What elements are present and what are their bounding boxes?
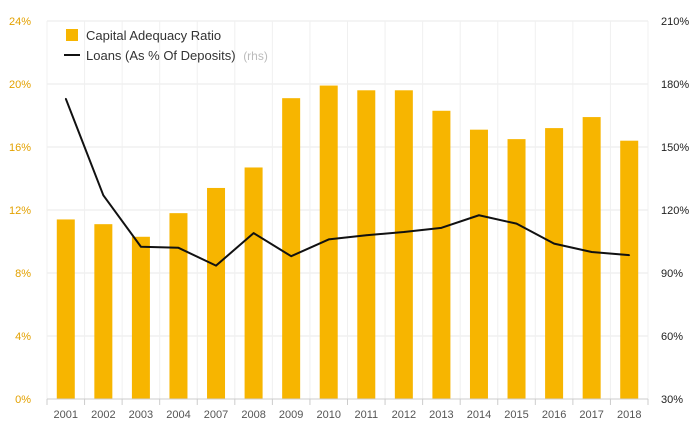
line-point-2018 — [628, 254, 631, 256]
bar-2016 — [545, 128, 564, 399]
bar-2008 — [244, 167, 263, 399]
x-tick-label: 2011 — [354, 409, 378, 421]
y-left-tick-label: 20% — [9, 79, 31, 91]
x-tick-label: 2003 — [129, 409, 153, 421]
x-tick-label: 2014 — [467, 409, 491, 421]
y-left-tick-label: 4% — [15, 331, 31, 343]
bar-2018 — [620, 140, 639, 399]
bar-2007 — [207, 187, 226, 399]
x-tick-label: 2012 — [392, 409, 416, 421]
bar-2001 — [56, 219, 75, 399]
legend-label-line-name: Loans (As % Of Deposits) — [86, 48, 236, 63]
y-right-tick-label: 150% — [661, 142, 689, 154]
x-tick-label: 2018 — [617, 409, 641, 421]
line-point-2002 — [102, 194, 105, 197]
bar-series — [56, 85, 639, 400]
line-point-2009 — [290, 255, 292, 257]
legend-label-line: Loans (As % Of Deposits) (rhs) — [86, 48, 268, 63]
bar-2015 — [507, 139, 526, 399]
line-point-2011 — [365, 234, 368, 236]
axes: 0% 30% 4% 60% 8% 90% 12% 120% 16% 150% 20% 180% 24% 2… — [9, 16, 689, 421]
y-right-tick-label: 90% — [661, 268, 683, 280]
x-tick-label: 2013 — [429, 409, 453, 421]
x-tick-label: 2017 — [579, 409, 603, 421]
bar-2002 — [94, 224, 113, 399]
bar-2010 — [319, 85, 338, 399]
y-right-tick-label: 120% — [661, 205, 689, 217]
y-left-tick-label: 0% — [15, 394, 31, 406]
bar-2012 — [394, 90, 413, 400]
line-point-2004 — [177, 247, 180, 249]
line-point-2016 — [553, 242, 555, 245]
legend-swatch-bar — [66, 29, 78, 41]
x-tick-label: 2004 — [166, 409, 190, 421]
x-tick-label: 2016 — [542, 409, 566, 421]
loans-line — [64, 98, 630, 267]
legend: Capital Adequacy Ratio Loans (As % Of De… — [64, 28, 268, 63]
line-point-2014 — [478, 214, 480, 217]
y-left-tick-label: 24% — [9, 16, 31, 28]
y-left-tick-label: 16% — [9, 142, 31, 154]
line-point-2003 — [140, 245, 142, 248]
line-point-2017 — [590, 251, 593, 253]
line-point-2012 — [403, 231, 405, 233]
legend-label-bar: Capital Adequacy Ratio — [86, 28, 221, 43]
gridlines — [46, 20, 649, 399]
x-tick-label: 2008 — [241, 409, 265, 421]
bar-2013 — [432, 110, 451, 400]
bar-2009 — [282, 98, 301, 400]
y-right-tick-label: 180% — [661, 79, 689, 91]
line-point-2001 — [64, 97, 67, 100]
y-right-tick-label: 60% — [661, 331, 683, 343]
x-tick-label: 2009 — [279, 409, 303, 421]
line-point-2015 — [515, 222, 518, 225]
line-point-2010 — [327, 238, 330, 241]
bar-2004 — [169, 213, 188, 399]
bar-2003 — [131, 236, 150, 399]
x-tick-label: 2002 — [91, 409, 115, 421]
x-tick-label: 2010 — [316, 409, 340, 421]
line-point-2013 — [440, 227, 443, 229]
x-tick-label: 2001 — [54, 409, 78, 421]
line-series — [64, 97, 631, 267]
legend-label-line-suffix: (rhs) — [243, 49, 268, 63]
y-left-tick-label: 8% — [15, 268, 31, 280]
line-point-2007 — [215, 264, 217, 267]
line-point-2008 — [252, 232, 255, 234]
y-right-tick-label: 210% — [661, 16, 689, 28]
bar-2014 — [469, 129, 488, 400]
y-left-tick-label: 12% — [9, 205, 31, 217]
bar-2017 — [582, 117, 601, 399]
x-tick-label: 2007 — [204, 409, 228, 421]
bar-2011 — [357, 90, 376, 400]
y-right-tick-label: 30% — [661, 394, 683, 406]
x-tick-label: 2015 — [504, 409, 528, 421]
